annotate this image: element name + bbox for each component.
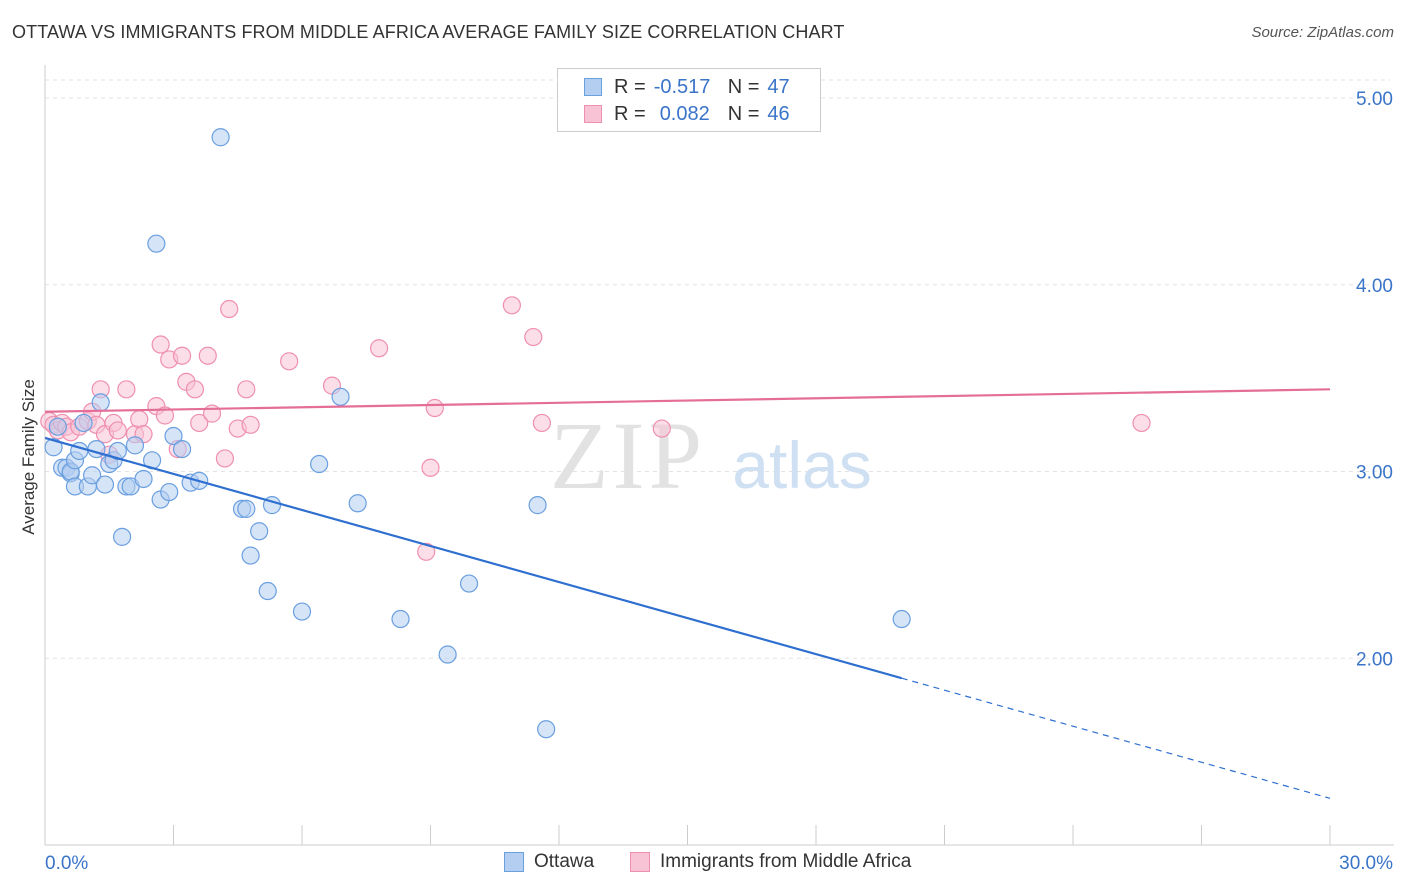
point-ottawa <box>391 609 410 629</box>
point-immigrants <box>524 327 543 347</box>
legend-n-label: N = <box>727 75 760 98</box>
point-immigrants <box>155 406 175 425</box>
point-ottawa <box>83 466 102 485</box>
point-ottawa <box>528 496 547 515</box>
point-ottawa <box>95 475 115 494</box>
x-tick-label-end: 30.0% <box>1339 853 1393 874</box>
point-ottawa <box>211 128 230 147</box>
point-immigrants <box>1132 413 1151 433</box>
point-immigrants <box>172 346 192 365</box>
point-ottawa <box>292 602 312 621</box>
series-legend-immigrants: Immigrants from Middle Africa <box>630 851 911 873</box>
legend-n-value-immigrants: 46 <box>767 102 790 125</box>
point-ottawa <box>112 527 132 546</box>
point-immigrants <box>215 449 234 468</box>
axes <box>44 65 1394 846</box>
watermark-zip: ZIP <box>550 402 706 509</box>
point-immigrants <box>652 419 671 438</box>
point-immigrants <box>151 335 170 354</box>
point-immigrants <box>190 413 209 433</box>
point-ottawa <box>164 426 183 446</box>
trend-line-immigrants <box>44 388 1331 413</box>
point-ottawa <box>537 720 556 739</box>
y-tick-label: 2.00 <box>1356 649 1393 670</box>
point-ottawa <box>310 454 329 474</box>
point-immigrants <box>425 398 444 418</box>
point-ottawa <box>459 574 479 593</box>
point-ottawa <box>74 413 93 433</box>
point-ottawa <box>892 609 911 629</box>
series-legend-ottawa: Ottawa <box>504 851 594 873</box>
point-ottawa <box>258 581 277 601</box>
point-immigrants <box>370 339 389 358</box>
series-label-immigrants: Immigrants from Middle Africa <box>660 851 912 872</box>
point-immigrants <box>130 410 149 429</box>
grid-lines <box>45 79 1390 659</box>
point-immigrants <box>185 380 205 399</box>
series-legend: Ottawa Immigrants from Middle Africa <box>0 851 1406 879</box>
series-swatch-ottawa <box>504 852 524 872</box>
legend-r-label: R = <box>614 102 646 125</box>
legend-swatch-immigrants <box>584 105 602 123</box>
trend-line-ottawa-extrapolated <box>901 677 1331 799</box>
trend-line-ottawa <box>44 436 902 680</box>
point-immigrants <box>417 542 436 561</box>
point-immigrants <box>241 415 260 434</box>
y-axis-label: Average Family Size <box>19 379 38 535</box>
point-ottawa <box>331 387 350 406</box>
y-tick-label: 3.00 <box>1356 463 1393 484</box>
legend-n-value-ottawa: 47 <box>767 75 790 98</box>
point-immigrants <box>280 352 299 371</box>
point-ottawa <box>108 441 127 461</box>
point-ottawa <box>237 499 256 518</box>
data-points <box>40 128 1151 739</box>
point-immigrants <box>502 296 521 315</box>
point-ottawa <box>438 645 457 664</box>
y-tick-label: 4.00 <box>1356 276 1393 297</box>
legend-swatch-ottawa <box>584 78 602 96</box>
series-label-ottawa: Ottawa <box>534 851 595 872</box>
watermark: ZIP atlas <box>550 402 872 509</box>
legend-r-value-immigrants: 0.082 <box>659 102 710 125</box>
point-ottawa <box>134 469 153 489</box>
point-ottawa <box>348 494 367 513</box>
correlation-legend: R = -0.517 N = 47 R = 0.082 N = 46 <box>557 68 821 132</box>
point-ottawa <box>48 417 67 436</box>
point-ottawa <box>147 234 166 253</box>
point-immigrants <box>117 380 136 399</box>
source-credit: Source: ZipAtlas.com <box>1251 24 1394 41</box>
point-ottawa <box>44 438 63 457</box>
series-swatch-immigrants <box>630 852 650 872</box>
y-tick-label: 5.00 <box>1356 89 1393 110</box>
legend-row-immigrants: R = 0.082 N = 46 <box>584 101 790 127</box>
point-immigrants <box>198 346 217 365</box>
watermark-atlas: atlas <box>732 428 871 502</box>
point-immigrants <box>237 380 256 399</box>
legend-r-label: R = <box>614 75 646 98</box>
point-immigrants <box>108 421 127 440</box>
legend-row-ottawa: R = -0.517 N = 47 <box>584 74 790 100</box>
point-immigrants <box>220 299 239 319</box>
point-ottawa <box>172 439 192 459</box>
tick-labels: 2.00 3.00 4.00 5.00 0.0% 30.0% <box>45 89 1393 874</box>
legend-r-value-ottawa: -0.517 <box>653 75 711 98</box>
chart-title: OTTAWA VS IMMIGRANTS FROM MIDDLE AFRICA … <box>12 22 845 42</box>
point-ottawa <box>160 482 179 502</box>
point-ottawa <box>241 546 260 565</box>
point-ottawa <box>125 436 145 455</box>
point-ottawa <box>91 393 110 412</box>
point-immigrants <box>421 458 440 477</box>
x-tick-label-start: 0.0% <box>45 853 88 874</box>
point-ottawa <box>250 522 269 541</box>
legend-n-label: N = <box>727 102 760 125</box>
trend-lines <box>44 388 1331 799</box>
point-immigrants <box>532 413 551 433</box>
